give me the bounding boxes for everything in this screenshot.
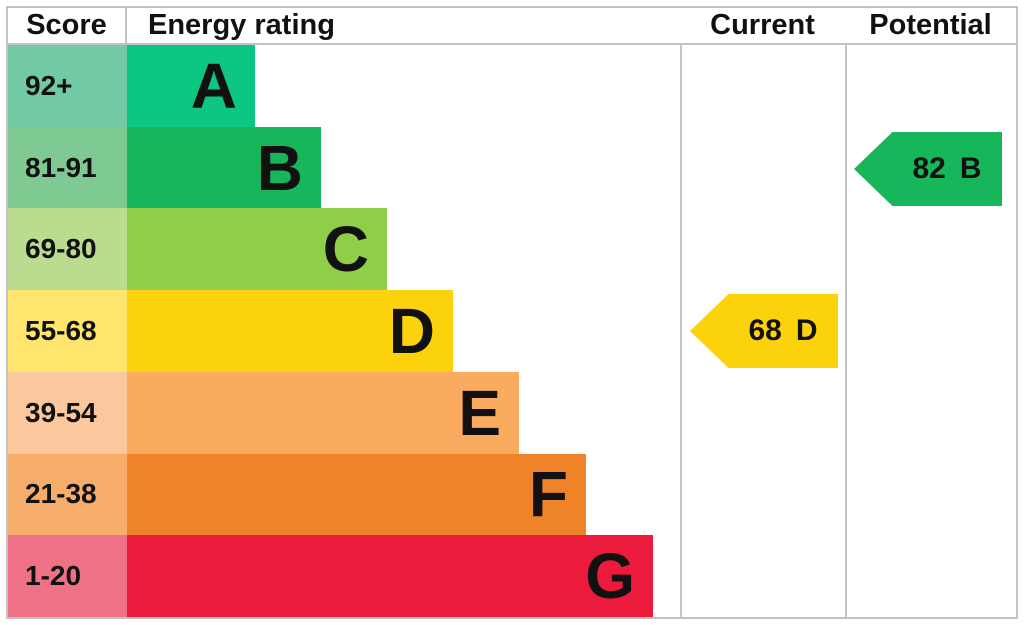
rating-bar-c: C: [127, 208, 387, 291]
rating-bar-e: E: [127, 371, 519, 454]
rating-bar-b: B: [127, 126, 321, 209]
band-row-f: 21-38 F: [8, 453, 1016, 536]
potential-rating-value: 82: [912, 152, 946, 185]
band-row-c: 69-80 C: [8, 208, 1016, 291]
rating-bar-g: G: [127, 535, 653, 618]
score-range-f: 21-38: [8, 453, 127, 536]
rating-bar-a: A: [127, 45, 255, 127]
score-range-e: 39-54: [8, 371, 127, 454]
rating-letter-e: E: [458, 376, 501, 449]
header-energy-rating: Energy rating: [148, 9, 335, 41]
score-range-d: 55-68: [8, 290, 127, 372]
rating-letter-f: F: [528, 458, 568, 531]
current-rating-value: 68: [748, 314, 782, 347]
band-row-e: 39-54 E: [8, 371, 1016, 454]
score-range-b: 81-91: [8, 126, 127, 209]
chart-header: Score Energy rating Current Potential: [8, 8, 1016, 45]
header-potential: Potential: [869, 9, 992, 41]
rating-letter-d: D: [388, 295, 435, 368]
band-row-a: 92+ A: [8, 45, 1016, 127]
current-column-divider: [680, 8, 682, 617]
band-row-d: 55-68 D: [8, 290, 1016, 372]
band-rows: 92+ A 81-91 B 69-80 C 55-68: [8, 45, 1016, 618]
rating-bar-f: F: [127, 453, 586, 536]
band-row-g: 1-20 G: [8, 535, 1016, 618]
current-rating-band: D: [795, 314, 818, 347]
chart-frame: Score Energy rating Current Potential 92…: [6, 6, 1018, 619]
rating-letter-a: A: [190, 49, 237, 122]
potential-column-divider: [845, 8, 847, 617]
rating-letter-c: C: [322, 213, 369, 286]
score-range-g: 1-20: [8, 535, 127, 618]
header-current: Current: [710, 9, 815, 41]
rating-letter-b: B: [256, 131, 303, 204]
score-range-a: 92+: [8, 45, 127, 127]
potential-rating-band: B: [959, 152, 982, 185]
rating-bar-d: D: [127, 290, 453, 372]
band-row-b: 81-91 B: [8, 126, 1016, 209]
score-range-c: 69-80: [8, 208, 127, 291]
header-score: Score: [8, 8, 127, 43]
rating-letter-g: G: [585, 540, 635, 613]
